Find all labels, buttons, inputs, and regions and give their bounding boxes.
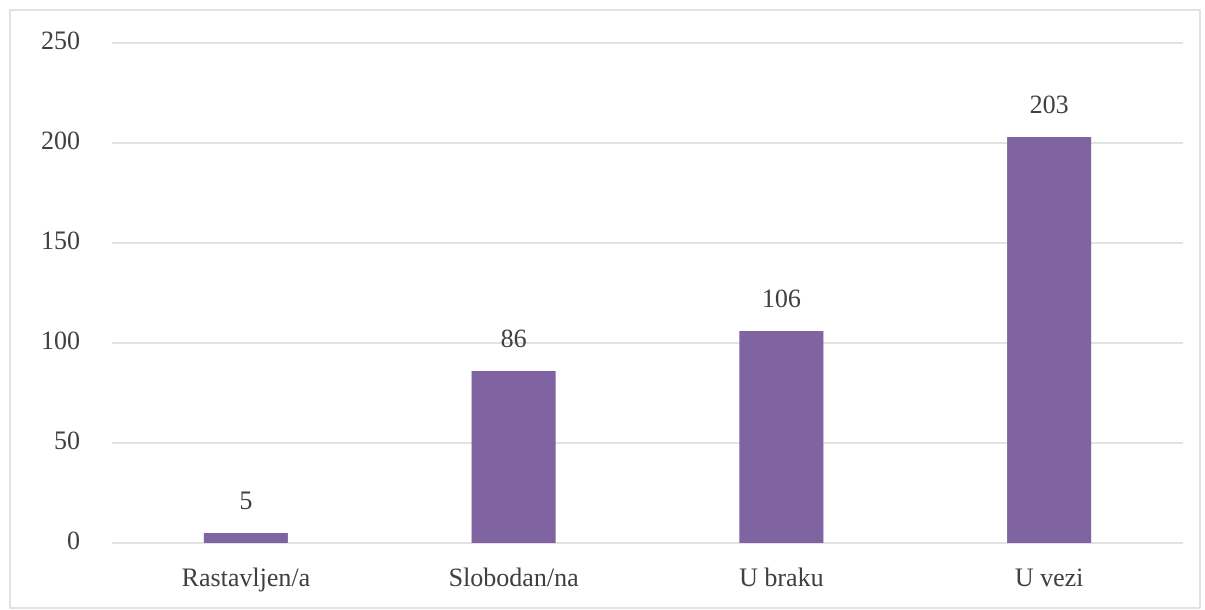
y-tick-label: 50 <box>54 426 80 455</box>
data-label: 86 <box>501 324 527 353</box>
x-tick-label: U vezi <box>1015 563 1084 592</box>
bar <box>203 533 288 543</box>
y-tick-label: 250 <box>41 26 80 55</box>
bar <box>471 371 556 543</box>
data-label: 106 <box>762 284 801 313</box>
bar <box>739 331 824 543</box>
chart-border <box>9 9 1201 609</box>
x-tick-label: Slobodan/na <box>449 563 579 592</box>
y-tick-label: 200 <box>41 126 80 155</box>
y-tick-label: 100 <box>41 326 80 355</box>
data-label: 203 <box>1030 90 1069 119</box>
bar <box>1007 137 1092 543</box>
y-tick-label: 0 <box>67 526 80 555</box>
y-tick-label: 150 <box>41 226 80 255</box>
x-tick-label: U braku <box>739 563 823 592</box>
x-tick-label: Rastavljen/a <box>182 563 311 592</box>
data-label: 5 <box>239 486 252 515</box>
